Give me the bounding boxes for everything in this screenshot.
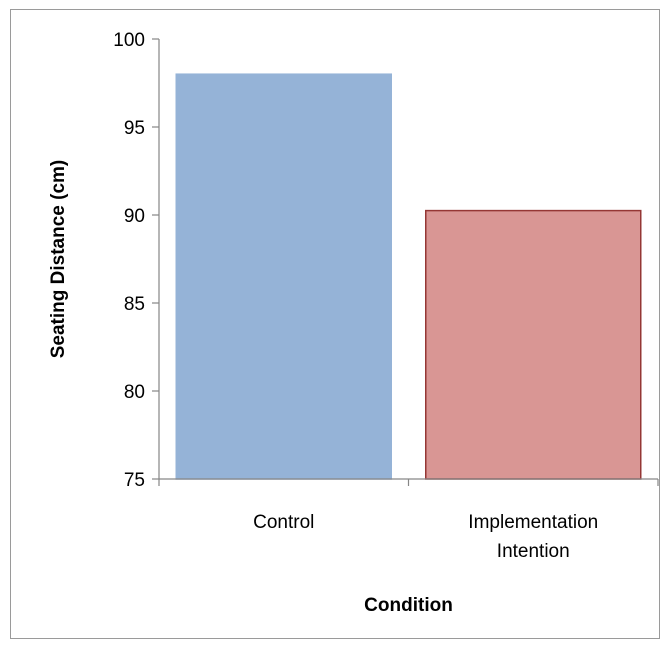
x-tick-label-0-0: Control — [253, 512, 314, 533]
y-axis-title: Seating Distance (cm) — [48, 160, 69, 359]
x-tick-label-1-0: Implementation — [468, 512, 598, 533]
y-tick-label-1: 80 — [124, 382, 145, 403]
x-axis-title: Condition — [364, 595, 453, 616]
y-tick-label-3: 90 — [124, 206, 145, 227]
y-tick-label-2: 85 — [124, 294, 145, 315]
bars-layer — [175, 73, 642, 480]
bar-1 — [425, 209, 642, 480]
y-tick-label-0: 75 — [124, 470, 145, 491]
labels-layer: 75 80 85 90 95 100 Control Implementation Intent… — [113, 30, 598, 562]
bar-0 — [175, 73, 392, 480]
y-tick-label-5: 100 — [113, 30, 145, 51]
y-tick-label-4: 95 — [124, 118, 145, 139]
x-tick-label-1-1: Intention — [497, 541, 570, 562]
axes-layer — [152, 38, 659, 486]
